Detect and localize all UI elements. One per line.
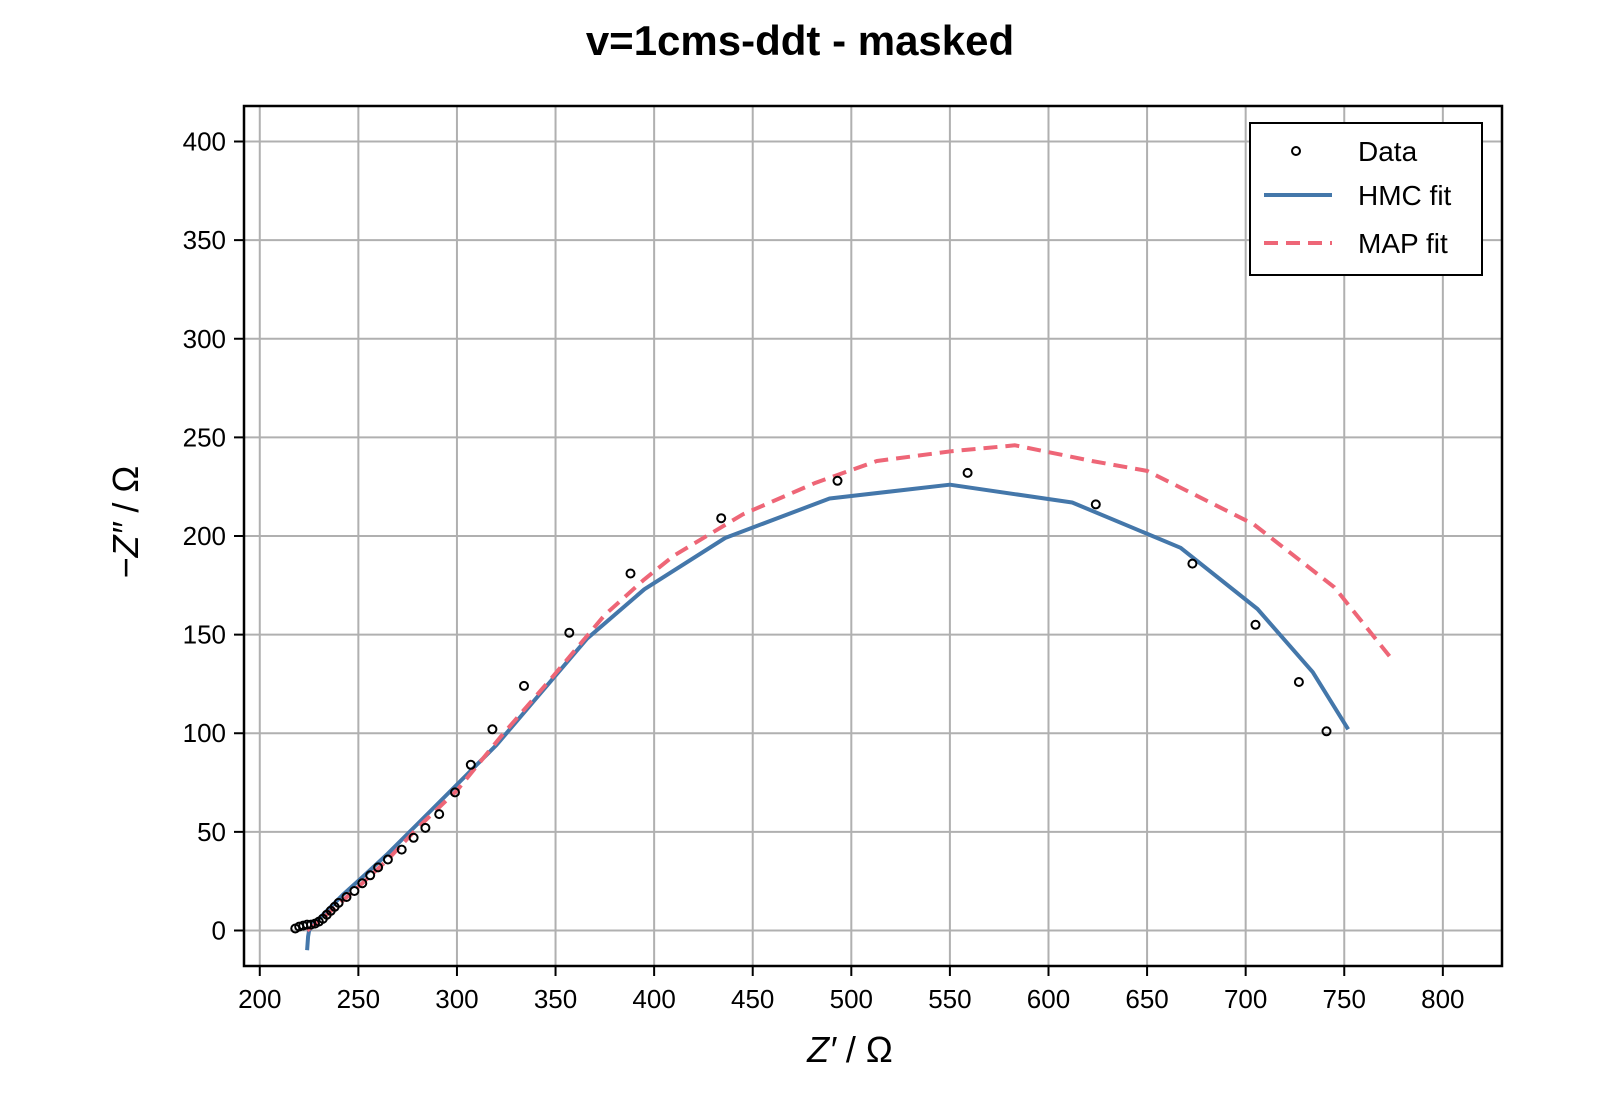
x-tick-label: 200 <box>238 984 281 1014</box>
y-axis-label: −Z″ / Ω <box>105 466 146 579</box>
data-point <box>1187 558 1198 569</box>
x-tick-label: 800 <box>1421 984 1464 1014</box>
x-tick-label: 650 <box>1125 984 1168 1014</box>
y-axis-label-minus: − <box>105 557 146 578</box>
x-axis-label-variable: Z′ <box>806 1029 837 1070</box>
legend-label-hmc-fit: HMC fit <box>1358 180 1452 211</box>
data-point <box>373 862 384 873</box>
data-point <box>1321 726 1332 737</box>
y-tick-label: 250 <box>183 422 226 452</box>
x-axis-label: Z′ / Ω <box>806 1029 893 1070</box>
legend-marker-data <box>1291 146 1301 156</box>
x-tick-label: 600 <box>1027 984 1070 1014</box>
x-tick-label: 750 <box>1323 984 1366 1014</box>
data-point <box>450 787 460 798</box>
data-point <box>625 568 636 579</box>
x-axis-label-unit: / Ω <box>836 1029 893 1070</box>
data-point <box>1250 619 1261 630</box>
plot-series <box>290 443 1392 951</box>
data-point <box>1293 677 1304 687</box>
y-tick-label: 300 <box>183 324 226 354</box>
data-point <box>396 844 407 855</box>
y-tick-label: 0 <box>212 915 226 945</box>
x-tick-label: 700 <box>1224 984 1267 1014</box>
y-tick-label: 350 <box>183 225 226 255</box>
x-tick-label: 450 <box>731 984 774 1014</box>
y-axis-label-variable: Z″ <box>105 521 146 558</box>
x-tick-label: 400 <box>632 984 675 1014</box>
legend-label-data: Data <box>1358 136 1418 167</box>
x-tick-label: 350 <box>534 984 577 1014</box>
x-tick-label: 300 <box>435 984 478 1014</box>
data-point <box>420 822 431 833</box>
legend: Data HMC fit MAP fit <box>1249 122 1483 276</box>
y-axis-label-unit: / Ω <box>105 466 146 523</box>
legend-box <box>1249 122 1483 276</box>
data-point <box>434 809 445 820</box>
data-point <box>333 897 344 908</box>
data-point <box>962 467 973 478</box>
data-point <box>465 759 476 770</box>
legend-label-map-fit: MAP fit <box>1358 228 1448 259</box>
y-tick-label: 200 <box>183 521 226 551</box>
x-tick-label: 550 <box>928 984 971 1014</box>
data-point <box>341 892 352 902</box>
data-point <box>564 627 575 638</box>
data-point <box>349 886 360 896</box>
data-point <box>1090 499 1101 510</box>
y-tick-label: 50 <box>197 817 226 847</box>
data-point <box>408 832 419 843</box>
data-point <box>716 513 727 524</box>
axis-ticks: 200 250 300 350 400 450 500 550 600 650 700 750 800 0… <box>183 127 1465 1014</box>
data-point <box>487 724 498 735</box>
data-point <box>357 878 368 889</box>
x-tick-label: 250 <box>337 984 380 1014</box>
data-point <box>382 854 393 865</box>
data-point <box>519 680 529 691</box>
y-tick-label: 400 <box>183 127 226 157</box>
map-fit-line <box>305 443 1392 933</box>
x-tick-label: 500 <box>830 984 873 1014</box>
data-point <box>365 870 376 881</box>
data-point <box>832 475 843 486</box>
y-tick-label: 100 <box>183 718 226 748</box>
grid <box>244 106 1502 966</box>
y-tick-label: 150 <box>183 620 226 650</box>
chart-title: v=1cms-ddt - masked <box>586 17 1014 64</box>
